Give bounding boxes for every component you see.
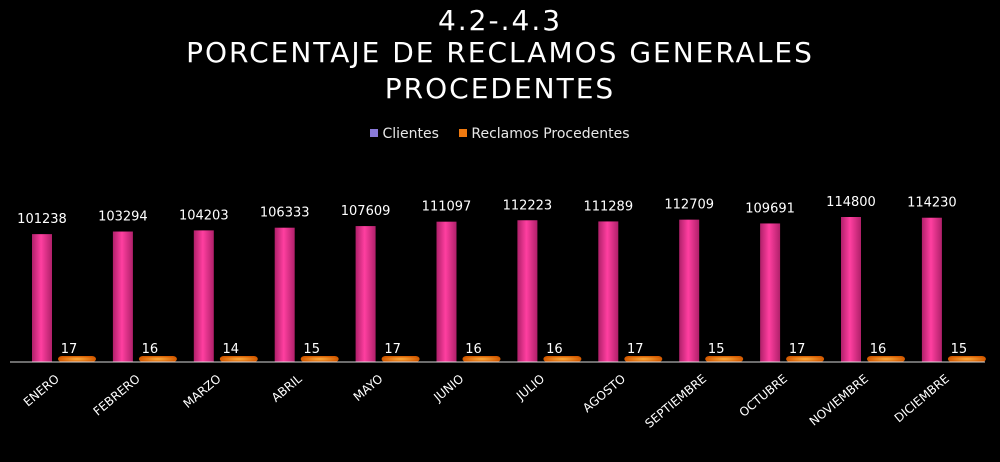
label-clientes-septiembre: 112709 [664, 198, 714, 213]
bar-clientes-diciembre [921, 217, 942, 362]
label-reclamos-diciembre: 15 [951, 342, 968, 357]
bar-clientes-abril [274, 227, 295, 362]
x-tick-label-mayo: MAYO [351, 372, 386, 404]
label-reclamos-marzo: 14 [223, 342, 240, 357]
label-clientes-octubre: 109691 [745, 201, 795, 216]
legend-item-clientes: Clientes [370, 126, 439, 142]
bar-clientes-enero [32, 234, 52, 362]
x-tick-label-abril: ABRIL [269, 371, 305, 404]
bar-clientes-octubre [760, 223, 781, 362]
label-clientes-enero: 101238 [17, 212, 67, 227]
legend-label-reclamos: Reclamos Procedentes [471, 126, 630, 142]
bar-reclamos-mayo [381, 356, 420, 362]
label-clientes-mayo: 107609 [341, 204, 391, 219]
label-reclamos-noviembre: 16 [870, 342, 887, 357]
bar-clientes-noviembre [841, 217, 861, 362]
label-reclamos-abril: 15 [303, 342, 320, 357]
x-tick-label-agosto: AGOSTO [580, 372, 628, 416]
label-clientes-abril: 106333 [260, 206, 310, 221]
bar-reclamos-septiembre [705, 356, 744, 362]
bar-reclamos-diciembre [947, 356, 986, 362]
x-tick-label-noviembre: NOVIEMBRE [807, 372, 871, 429]
label-clientes-junio: 111097 [422, 200, 472, 215]
chart-title-line-2: PROCEDENTES [384, 72, 616, 105]
bar-clientes-mayo [355, 226, 376, 362]
x-tick-label-junio: JUNIO [430, 372, 466, 405]
label-reclamos-septiembre: 15 [708, 342, 725, 357]
label-clientes-febrero: 103294 [98, 210, 148, 225]
label-reclamos-junio: 16 [465, 342, 482, 357]
bar-reclamos-julio [543, 356, 582, 362]
bar-reclamos-noviembre [867, 356, 905, 362]
bar-clientes-junio [436, 221, 457, 362]
label-reclamos-enero: 17 [61, 342, 78, 357]
legend-label-clientes: Clientes [382, 126, 439, 142]
label-reclamos-mayo: 17 [384, 342, 401, 357]
bar-clientes-septiembre [679, 219, 700, 362]
label-clientes-noviembre: 114800 [826, 195, 876, 210]
bar-reclamos-febrero [138, 356, 177, 362]
chart-legend: Clientes Reclamos Procedentes [0, 126, 1000, 142]
bar-reclamos-junio [462, 356, 501, 362]
label-reclamos-febrero: 16 [142, 342, 159, 357]
bar-clientes-marzo [193, 230, 214, 362]
bar-clientes-febrero [112, 231, 133, 362]
label-reclamos-julio: 16 [546, 342, 563, 357]
label-clientes-marzo: 104203 [179, 208, 229, 223]
chart-title-code: 4.2-.4.3 [437, 4, 563, 37]
label-clientes-diciembre: 114230 [907, 196, 957, 211]
label-clientes-julio: 112223 [503, 198, 553, 213]
bar-reclamos-marzo [219, 356, 258, 362]
bar-reclamos-abril [300, 356, 339, 362]
bar-clientes-agosto [598, 221, 619, 362]
label-clientes-agosto: 111289 [583, 199, 633, 214]
x-tick-label-julio: JULIO [513, 372, 547, 404]
x-tick-label-septiembre: SEPTIEMBRE [642, 372, 709, 431]
label-reclamos-agosto: 17 [627, 342, 644, 357]
chart-title-line-1: PORCENTAJE DE RECLAMOS GENERALES [186, 36, 814, 69]
x-tick-label-diciembre: DICIEMBRE [892, 372, 952, 426]
label-reclamos-octubre: 17 [789, 342, 806, 357]
x-tick-label-enero: ENERO [21, 372, 62, 410]
legend-swatch-reclamos [459, 129, 468, 137]
x-tick-label-marzo: MARZO [181, 372, 224, 411]
bar-reclamos-enero [58, 356, 96, 362]
bar-reclamos-octubre [786, 356, 825, 362]
bar-reclamos-agosto [624, 356, 663, 362]
x-tick-label-octubre: OCTUBRE [737, 372, 791, 420]
legend-swatch-clientes [370, 129, 379, 137]
x-tick-label-febrero: FEBRERO [91, 372, 143, 419]
bar-clientes-julio [517, 220, 538, 362]
legend-item-reclamos: Reclamos Procedentes [459, 126, 630, 142]
